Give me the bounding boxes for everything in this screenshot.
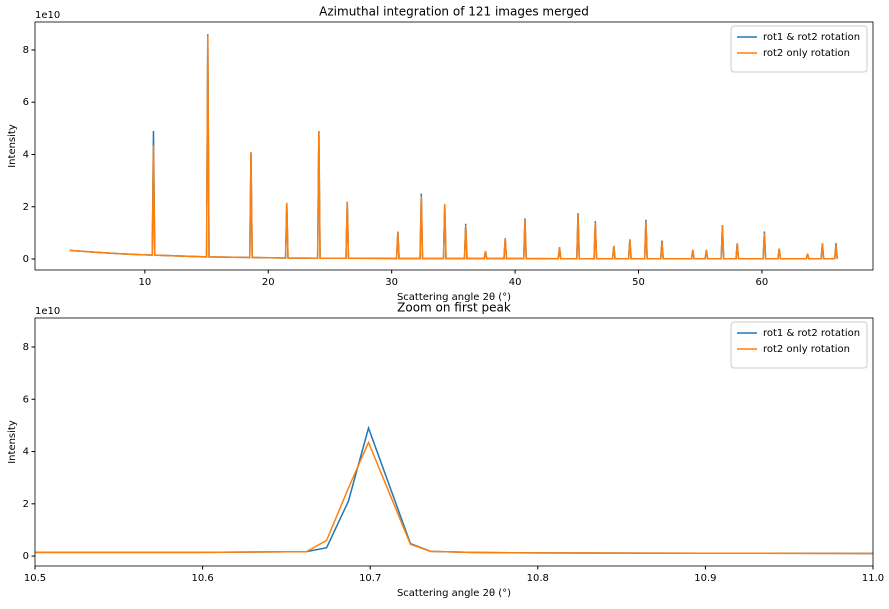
x-tick-label: 10.7 — [359, 573, 381, 584]
data-line — [69, 35, 838, 260]
y-tick-label: 0 — [23, 551, 29, 562]
y-offset-label: 1e10 — [35, 306, 60, 317]
legend-label: rot1 & rot2 rotation — [763, 328, 860, 339]
x-tick-label: 50 — [632, 277, 645, 288]
axes-frame — [34, 21, 874, 271]
y-tick-label: 6 — [23, 394, 29, 405]
y-tick-label: 4 — [23, 447, 29, 458]
subplot: Azimuthal integration of 121 images merg… — [7, 5, 874, 303]
chart-title: Azimuthal integration of 121 images merg… — [319, 5, 589, 19]
plot-area — [35, 425, 873, 555]
y-tick-label: 4 — [23, 149, 29, 160]
plot-area — [69, 34, 838, 260]
legend-label: rot2 only rotation — [763, 344, 850, 355]
y-tick-label: 6 — [23, 97, 29, 108]
y-tick-label: 8 — [23, 342, 29, 353]
y-axis-label: Intensity — [7, 420, 18, 464]
x-tick-label: 30 — [385, 277, 398, 288]
x-tick-label: 10.8 — [527, 573, 549, 584]
legend-label: rot2 only rotation — [763, 48, 850, 59]
x-tick-label: 11.0 — [862, 573, 884, 584]
y-tick-label: 2 — [23, 202, 29, 213]
x-tick-label: 60 — [756, 277, 769, 288]
x-tick-label: 10.6 — [191, 573, 213, 584]
y-tick-label: 0 — [23, 254, 29, 265]
y-offset-label: 1e10 — [35, 10, 60, 21]
x-tick-label: 10.9 — [694, 573, 716, 584]
data-line — [35, 440, 873, 555]
legend-label: rot1 & rot2 rotation — [763, 32, 860, 43]
subplot: Zoom on first peak 1e10 Scattering angle 2… — [7, 301, 884, 600]
y-tick-label: 8 — [23, 45, 29, 56]
x-tick-label: 10.5 — [24, 573, 46, 584]
y-axis-label: Intensity — [7, 124, 18, 168]
x-tick-label: 40 — [509, 277, 522, 288]
legend-box — [730, 321, 868, 369]
x-tick-label: 10 — [138, 277, 151, 288]
x-axis-label: Scattering angle 2θ (°) — [397, 588, 511, 599]
legend-box — [730, 25, 868, 73]
y-tick-label: 2 — [23, 499, 29, 510]
x-tick-label: 20 — [262, 277, 275, 288]
data-line — [35, 425, 873, 555]
chart-title: Zoom on first peak — [397, 301, 511, 315]
axes-frame — [34, 317, 874, 567]
x-axis-label: Scattering angle 2θ (°) — [397, 292, 511, 303]
